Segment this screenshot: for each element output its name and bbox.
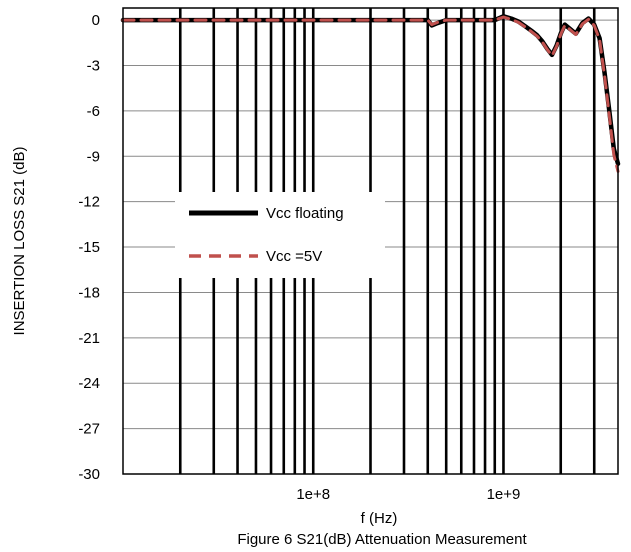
x-axis-title: f (Hz)	[361, 510, 398, 527]
y-tick-label: 0	[92, 12, 100, 29]
figure-caption: Figure 6 S21(dB) Attenuation Measurement	[237, 531, 527, 548]
series-lines	[120, 14, 621, 173]
x-tick-label: 1e+9	[487, 486, 521, 503]
plot-area-frame	[122, 7, 619, 475]
y-tick-label: -18	[78, 284, 100, 301]
legend-box	[175, 192, 385, 278]
legend-label-1: Vcc floating	[266, 205, 344, 222]
legend: Vcc floating Vcc =5V	[175, 192, 385, 278]
y-tick-label: -3	[87, 57, 100, 74]
x-tick-labels: 1e+8 1e+9	[296, 486, 520, 503]
x-tick-label: 1e+8	[296, 486, 330, 503]
y-tick-label: -21	[78, 330, 100, 347]
y-tick-label: -6	[87, 103, 100, 120]
y-tick-label: -9	[87, 148, 100, 165]
y-tick-label: -12	[78, 194, 100, 211]
y-tick-label: -30	[78, 466, 100, 483]
y-tick-label: -24	[78, 375, 100, 392]
series-line-2	[121, 15, 620, 173]
y-tick-label: -27	[78, 421, 100, 438]
y-tick-labels: 0 -3 -6 -9 -12 -15 -18 -21 -24 -27 -30	[78, 12, 100, 483]
y-tick-label: -15	[78, 239, 100, 256]
y-axis-title: INSERTION LOSS S21 (dB)	[11, 147, 28, 336]
legend-label-2: Vcc =5V	[266, 248, 322, 265]
